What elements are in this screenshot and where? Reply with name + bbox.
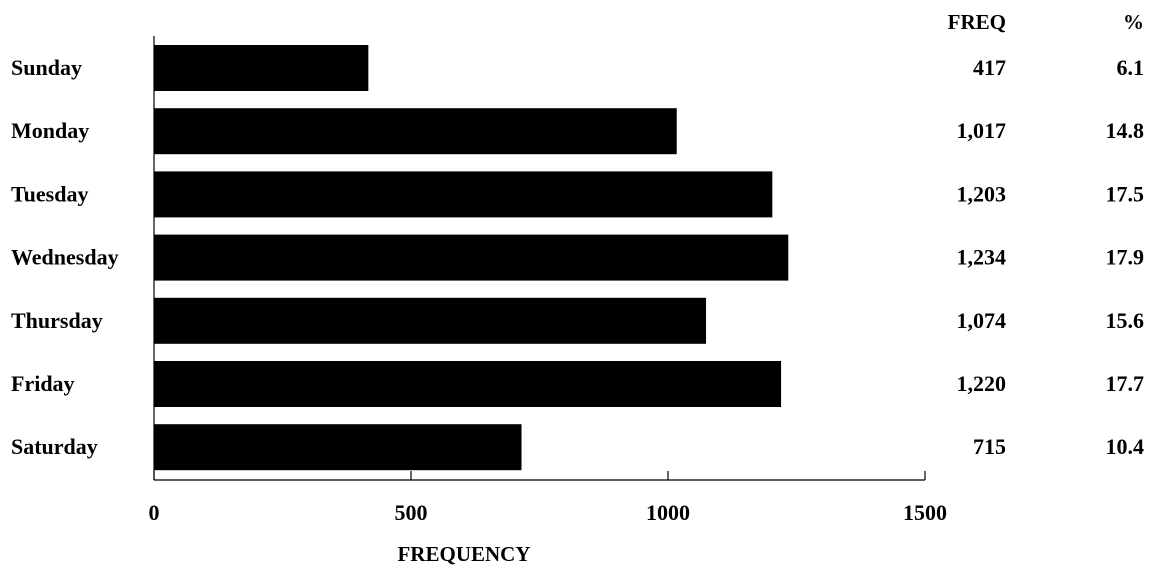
freq-value-saturday: 715 xyxy=(973,434,1006,459)
category-labels: Sunday Monday Tuesday Wednesday Thursday Frid… xyxy=(11,55,119,459)
category-label-saturday: Saturday xyxy=(11,434,98,459)
freq-value-wednesday: 1,234 xyxy=(957,245,1007,270)
percent-value-saturday: 10.4 xyxy=(1106,434,1145,459)
x-tick-label-500: 500 xyxy=(395,500,428,525)
category-label-friday: Friday xyxy=(11,371,75,396)
percent-value-friday: 17.7 xyxy=(1106,371,1145,396)
bar-sunday xyxy=(154,45,369,91)
bars xyxy=(154,45,789,471)
bar-friday xyxy=(154,361,782,407)
x-tick-label-1500: 1500 xyxy=(903,500,947,525)
bar-wednesday xyxy=(154,234,789,281)
percent-value-tuesday: 17.5 xyxy=(1106,181,1145,206)
bar-thursday xyxy=(154,297,707,344)
bar-monday xyxy=(154,108,677,155)
x-axis: 0 500 1000 1500 xyxy=(149,36,947,525)
percent-value-thursday: 15.6 xyxy=(1106,308,1145,333)
freq-value-thursday: 1,074 xyxy=(957,308,1007,333)
table-header-freq: FREQ xyxy=(948,10,1006,34)
category-label-wednesday: Wednesday xyxy=(11,245,119,270)
percent-value-monday: 14.8 xyxy=(1106,118,1145,143)
category-label-sunday: Sunday xyxy=(11,55,82,80)
x-tick-label-1000: 1000 xyxy=(646,500,690,525)
freq-value-monday: 1,017 xyxy=(957,118,1007,143)
bar-saturday xyxy=(154,424,522,471)
freq-value-sunday: 417 xyxy=(973,55,1006,80)
bar-tuesday xyxy=(154,171,773,218)
x-tick-label-0: 0 xyxy=(149,500,160,525)
freq-value-tuesday: 1,203 xyxy=(957,181,1007,206)
x-axis-title: FREQUENCY xyxy=(397,542,530,566)
freq-value-friday: 1,220 xyxy=(957,371,1007,396)
table-header-percent: % xyxy=(1123,10,1144,34)
percent-value-wednesday: 17.9 xyxy=(1106,245,1145,270)
percent-value-sunday: 6.1 xyxy=(1117,55,1145,80)
category-label-monday: Monday xyxy=(11,118,89,143)
category-label-tuesday: Tuesday xyxy=(11,181,88,206)
frequency-table: FREQ % 417 6.1 1,017 14.8 1,203 17.5 1,234 17.9… xyxy=(948,10,1144,459)
category-label-thursday: Thursday xyxy=(11,308,103,333)
